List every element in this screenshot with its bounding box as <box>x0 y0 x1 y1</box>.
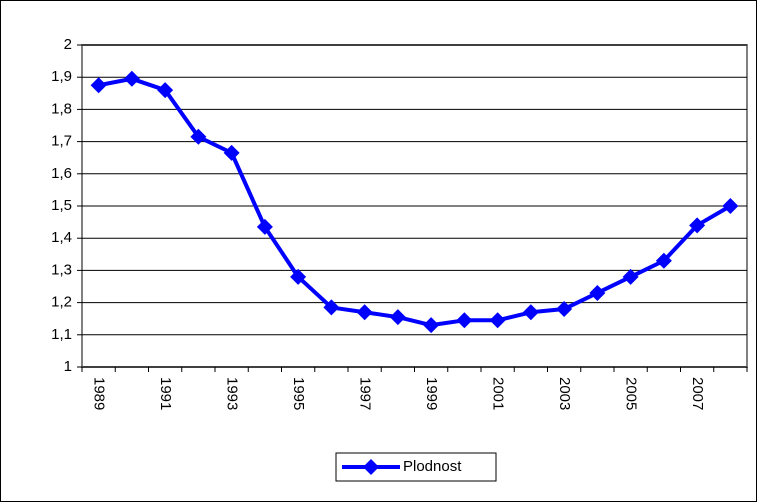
y-tick-label: 1 <box>64 358 72 375</box>
legend-marker <box>363 459 379 475</box>
x-tick-label: 1999 <box>423 377 440 410</box>
y-tick-label: 1,8 <box>51 100 72 117</box>
x-tick-label: 1989 <box>91 377 108 410</box>
y-tick-label: 1,5 <box>51 197 72 214</box>
marker <box>622 268 639 285</box>
marker <box>223 144 240 161</box>
marker <box>556 301 573 318</box>
marker <box>722 198 739 214</box>
marker <box>522 304 539 321</box>
x-tick-label: 1993 <box>224 377 241 410</box>
marker <box>456 312 473 329</box>
marker <box>689 217 706 234</box>
marker <box>389 309 406 326</box>
marker <box>589 284 606 301</box>
y-tick-label: 1,6 <box>51 165 72 182</box>
marker <box>423 317 440 334</box>
marker <box>655 252 672 269</box>
y-tick-label: 1,7 <box>51 133 72 150</box>
y-tick-label: 1,2 <box>51 294 72 311</box>
marker <box>356 304 373 321</box>
y-tick-label: 2 <box>64 36 72 53</box>
x-tick-label: 1991 <box>157 377 174 410</box>
marker <box>290 268 307 285</box>
y-tick-label: 1,4 <box>51 229 72 246</box>
x-tick-label: 1997 <box>357 377 374 410</box>
x-tick-label: 2001 <box>490 377 507 410</box>
marker <box>190 128 207 145</box>
x-tick-label: 1995 <box>290 377 307 410</box>
x-tick-label: 2003 <box>556 377 573 410</box>
marker <box>157 82 174 99</box>
y-tick-label: 1,1 <box>51 326 72 343</box>
x-tick-label: 2005 <box>623 377 640 410</box>
marker <box>123 70 140 87</box>
y-tick-label: 1,9 <box>51 68 72 85</box>
marker <box>256 218 273 235</box>
marker <box>90 77 107 94</box>
marker <box>323 299 340 316</box>
y-tick-label: 1,3 <box>51 261 72 278</box>
legend-label: Plodnost <box>403 458 462 475</box>
marker <box>489 312 506 329</box>
x-tick-label: 2007 <box>689 377 706 410</box>
line <box>98 76 732 328</box>
